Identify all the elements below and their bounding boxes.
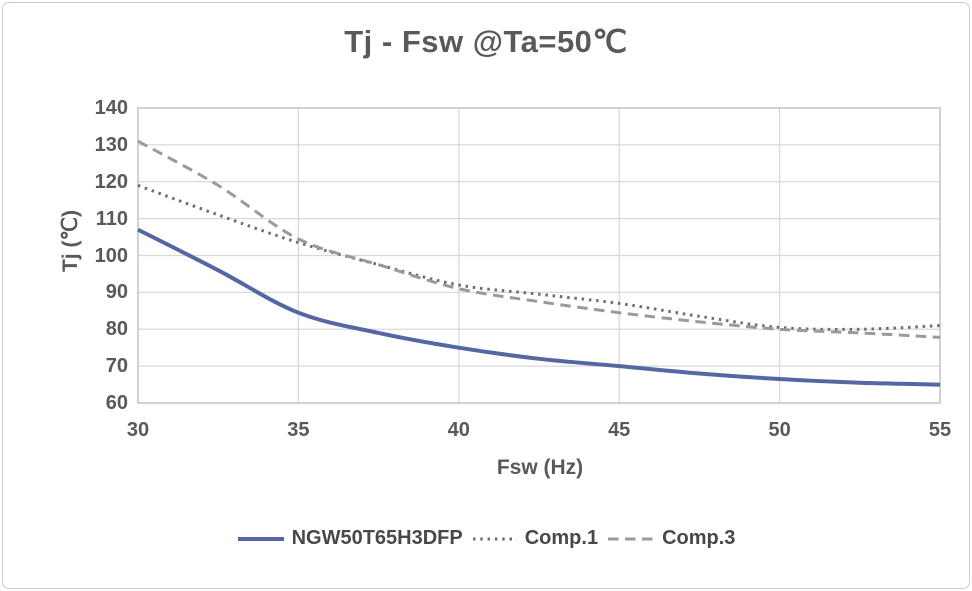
legend: NGW50T65H3DFP Comp.1 Comp.3 <box>0 527 972 550</box>
plot-border <box>137 107 941 404</box>
y-tick-label: 100 <box>94 244 128 267</box>
legend-label: Comp.3 <box>662 527 736 549</box>
legend-item-comp1: Comp.1 <box>472 527 598 550</box>
x-tick-label: 35 <box>287 419 310 441</box>
y-tick-label: 60 <box>105 392 128 414</box>
y-tick-label: 130 <box>94 133 128 156</box>
x-tick-label: 30 <box>126 419 150 441</box>
y-tick-label: 120 <box>94 170 128 193</box>
series-line-comp-3 <box>137 139 941 339</box>
y-tick-label: 110 <box>95 207 128 230</box>
y-tick-label: 90 <box>105 281 128 304</box>
chart-title: Tj - Fsw @Ta=50℃ <box>344 24 628 59</box>
series-line-ngw50t65h3dfp <box>137 227 941 387</box>
legend-item-ngw50t65h3dfp: NGW50T65H3DFP <box>237 527 463 550</box>
legend-line-sample-solid <box>237 536 284 541</box>
x-tick-label: 40 <box>447 419 470 441</box>
y-tick-label: 70 <box>105 355 128 378</box>
x-tick-label: 50 <box>768 419 791 441</box>
legend-line-sample-dotted <box>472 537 517 540</box>
x-axis-title: Fsw (Hz) <box>496 456 584 479</box>
legend-item-comp3: Comp.3 <box>607 527 735 550</box>
legend-label: NGW50T65H3DFP <box>291 527 463 549</box>
y-tick-label: 80 <box>105 318 128 341</box>
x-tick-label: 45 <box>608 419 631 441</box>
series-line-comp-1 <box>137 183 941 331</box>
legend-line-sample-dashed <box>608 537 655 540</box>
legend-label: Comp.1 <box>524 527 599 549</box>
y-axis-title: Tj (℃) <box>59 209 82 273</box>
data-series-lines <box>137 139 941 387</box>
y-tick-label: 140 <box>94 97 128 119</box>
x-tick-label: 55 <box>928 419 952 441</box>
